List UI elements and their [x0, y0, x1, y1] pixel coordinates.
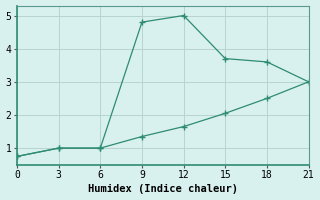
- X-axis label: Humidex (Indice chaleur): Humidex (Indice chaleur): [88, 184, 238, 194]
